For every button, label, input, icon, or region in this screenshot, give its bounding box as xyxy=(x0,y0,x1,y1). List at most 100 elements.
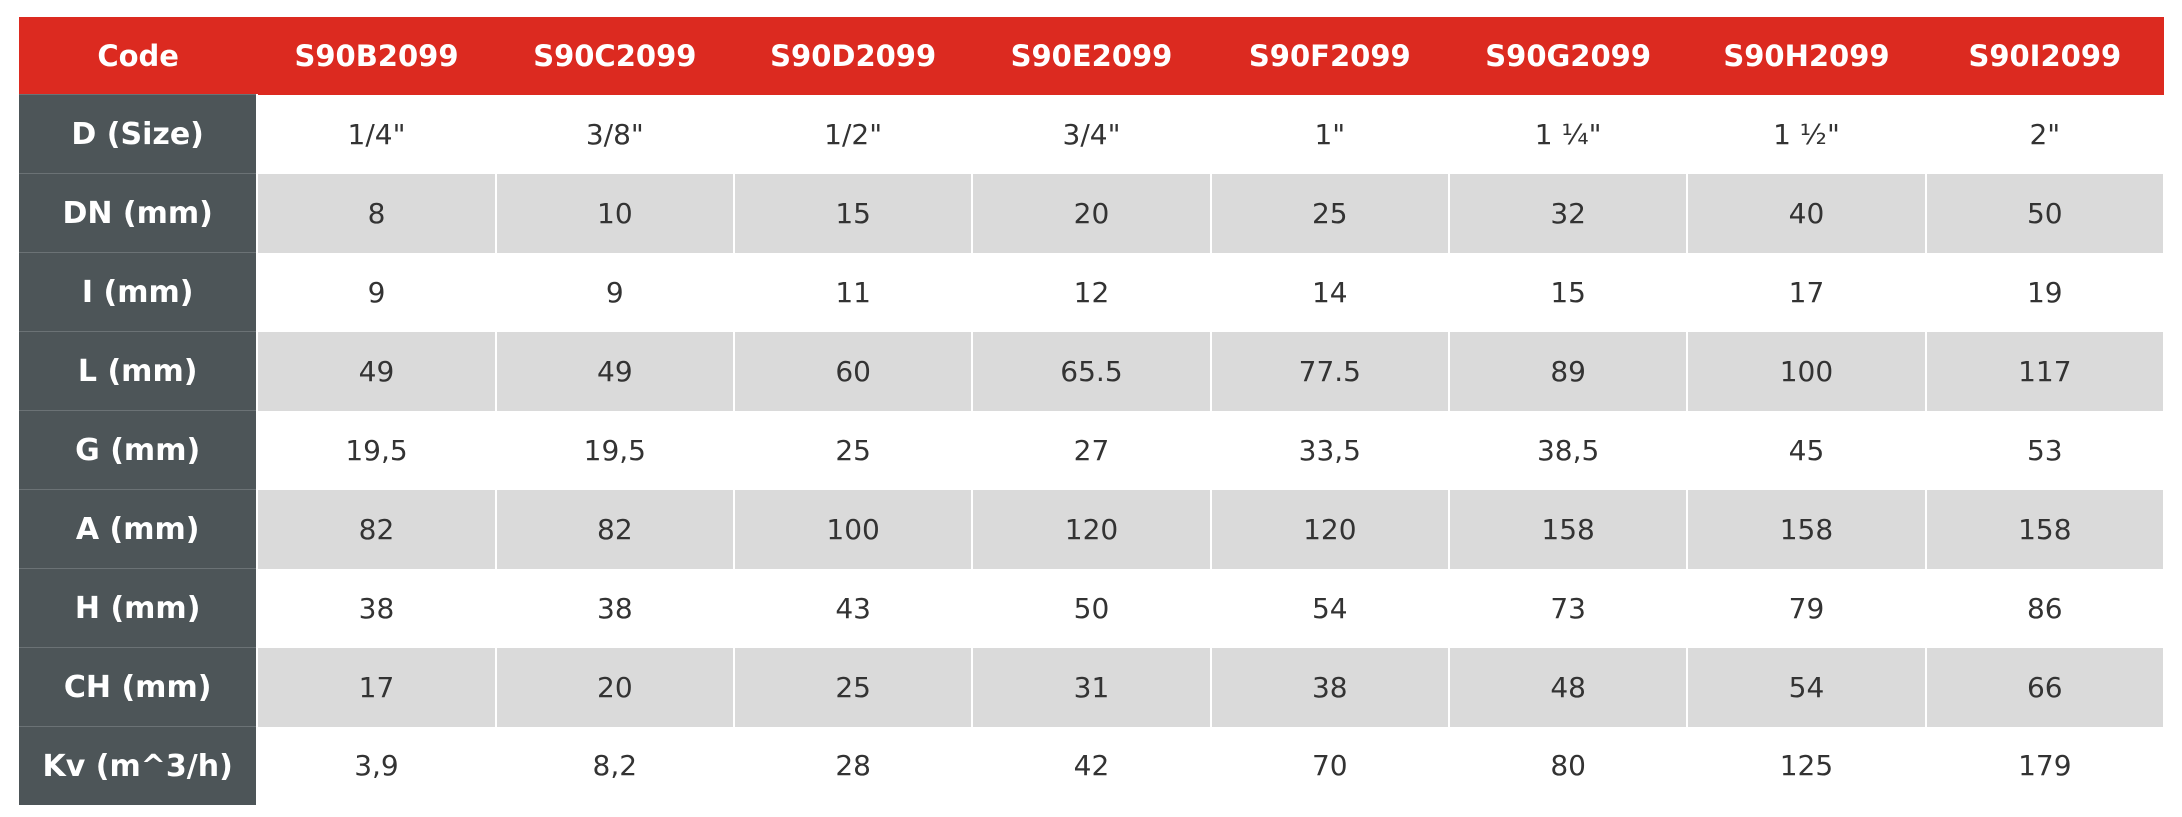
table-cell: 1/2" xyxy=(732,94,974,174)
table-cell: 43 xyxy=(732,568,974,648)
table-cell: 79 xyxy=(1686,568,1927,648)
table-row: D (Size) 1/4" 3/8" 1/2" 3/4" 1" 1 ¼" 1 ½" 2" xyxy=(19,94,2166,174)
table-cell: 49 xyxy=(494,331,735,411)
table-cell: 38 xyxy=(494,568,735,648)
row-label: L (mm) xyxy=(19,331,259,411)
table-cell: 54 xyxy=(1686,647,1927,727)
table-cell: 38 xyxy=(1209,647,1450,727)
table-cell: 50 xyxy=(971,568,1212,648)
table-cell: 80 xyxy=(1447,726,1689,805)
table-body: D (Size) 1/4" 3/8" 1/2" 3/4" 1" 1 ¼" 1 ½" 2" DN (… xyxy=(19,94,2166,805)
header-cell: S90C2099 xyxy=(495,17,734,95)
table-cell: 158 xyxy=(1686,489,1927,569)
table-cell: 15 xyxy=(1447,252,1689,332)
row-label: DN (mm) xyxy=(19,173,259,253)
table-row: L (mm) 49 49 60 65.5 77.5 89 100 117 xyxy=(19,331,2166,411)
table-cell: 60 xyxy=(732,331,974,411)
table-cell: 19 xyxy=(1924,252,2166,332)
table-cell: 54 xyxy=(1209,568,1450,648)
table-header: Code S90B2099 S90C2099 S90D2099 S90E2099 S90F… xyxy=(19,17,2164,95)
table-cell: 27 xyxy=(971,410,1212,490)
table-cell: 1" xyxy=(1209,94,1450,174)
table-cell: 42 xyxy=(971,726,1212,805)
table-cell: 10 xyxy=(494,173,735,253)
table-cell: 100 xyxy=(1686,331,1927,411)
table-cell: 32 xyxy=(1447,173,1689,253)
row-label: CH (mm) xyxy=(19,647,259,727)
header-cell: Code xyxy=(19,17,258,95)
table-cell: 8 xyxy=(256,173,497,253)
header-cell: S90I2099 xyxy=(1925,17,2164,95)
table-cell: 66 xyxy=(1924,647,2166,727)
table-cell: 120 xyxy=(1209,489,1450,569)
table-cell: 86 xyxy=(1924,568,2166,648)
table-cell: 89 xyxy=(1447,331,1689,411)
table-cell: 38,5 xyxy=(1447,410,1689,490)
table-cell: 53 xyxy=(1924,410,2166,490)
table-cell: 8,2 xyxy=(494,726,735,805)
header-cell: S90D2099 xyxy=(733,17,973,95)
table-cell: 50 xyxy=(1924,173,2166,253)
table-cell: 33,5 xyxy=(1209,410,1450,490)
row-label: D (Size) xyxy=(19,94,259,174)
table-cell: 12 xyxy=(971,252,1212,332)
table-cell: 19,5 xyxy=(256,410,497,490)
table-cell: 117 xyxy=(1924,331,2166,411)
table-cell: 20 xyxy=(494,647,735,727)
table-cell: 14 xyxy=(1209,252,1450,332)
table-cell: 40 xyxy=(1686,173,1927,253)
spec-table: Code S90B2099 S90C2099 S90D2099 S90E2099 S90F… xyxy=(19,17,2166,805)
table-cell: 179 xyxy=(1924,726,2166,805)
header-row: Code S90B2099 S90C2099 S90D2099 S90E2099 S90F… xyxy=(19,17,2164,95)
table-cell: 28 xyxy=(732,726,974,805)
table-cell: 45 xyxy=(1686,410,1927,490)
table-cell: 25 xyxy=(732,647,974,727)
table-row: I (mm) 9 9 11 12 14 15 17 19 xyxy=(19,252,2166,332)
table-cell: 158 xyxy=(1447,489,1689,569)
table-cell: 48 xyxy=(1447,647,1689,727)
table-cell: 25 xyxy=(1209,173,1450,253)
table-cell: 17 xyxy=(256,647,497,727)
header-cell: S90B2099 xyxy=(257,17,496,95)
row-label: A (mm) xyxy=(19,489,259,569)
row-label: Kv (m^3/h) xyxy=(19,726,259,805)
header-cell: S90E2099 xyxy=(972,17,1211,95)
table-cell: 100 xyxy=(732,489,974,569)
table-row: DN (mm) 8 10 15 20 25 32 40 50 xyxy=(19,173,2166,253)
table-row: CH (mm) 17 20 25 31 38 48 54 66 xyxy=(19,647,2166,727)
table-cell: 70 xyxy=(1209,726,1450,805)
table-cell: 73 xyxy=(1447,568,1689,648)
table-row: Kv (m^3/h) 3,9 8,2 28 42 70 80 125 179 xyxy=(19,726,2166,805)
table-cell: 2" xyxy=(1924,94,2166,174)
row-label: I (mm) xyxy=(19,252,259,332)
table-row: A (mm) 82 82 100 120 120 158 158 158 xyxy=(19,489,2166,569)
table-cell: 17 xyxy=(1686,252,1927,332)
table-cell: 1/4" xyxy=(256,94,497,174)
table-cell: 82 xyxy=(256,489,497,569)
row-label: G (mm) xyxy=(19,410,259,490)
table-cell: 11 xyxy=(732,252,974,332)
header-cell: S90G2099 xyxy=(1448,17,1688,95)
table-cell: 3/4" xyxy=(971,94,1212,174)
table-cell: 15 xyxy=(732,173,974,253)
table-row: H (mm) 38 38 43 50 54 73 79 86 xyxy=(19,568,2166,648)
table-cell: 49 xyxy=(256,331,497,411)
header-cell: S90F2099 xyxy=(1210,17,1449,95)
row-label: H (mm) xyxy=(19,568,259,648)
table-cell: 77.5 xyxy=(1209,331,1450,411)
table-cell: 38 xyxy=(256,568,497,648)
table-cell: 120 xyxy=(971,489,1212,569)
table-cell: 158 xyxy=(1924,489,2166,569)
table-cell: 25 xyxy=(732,410,974,490)
table-cell: 31 xyxy=(971,647,1212,727)
table-row: G (mm) 19,5 19,5 25 27 33,5 38,5 45 53 xyxy=(19,410,2166,490)
table-cell: 82 xyxy=(494,489,735,569)
table-cell: 9 xyxy=(256,252,497,332)
header-cell: S90H2099 xyxy=(1687,17,1926,95)
table-cell: 1 ¼" xyxy=(1447,94,1689,174)
table-cell: 20 xyxy=(971,173,1212,253)
table-cell: 3/8" xyxy=(494,94,735,174)
table-cell: 9 xyxy=(494,252,735,332)
table-cell: 65.5 xyxy=(971,331,1212,411)
